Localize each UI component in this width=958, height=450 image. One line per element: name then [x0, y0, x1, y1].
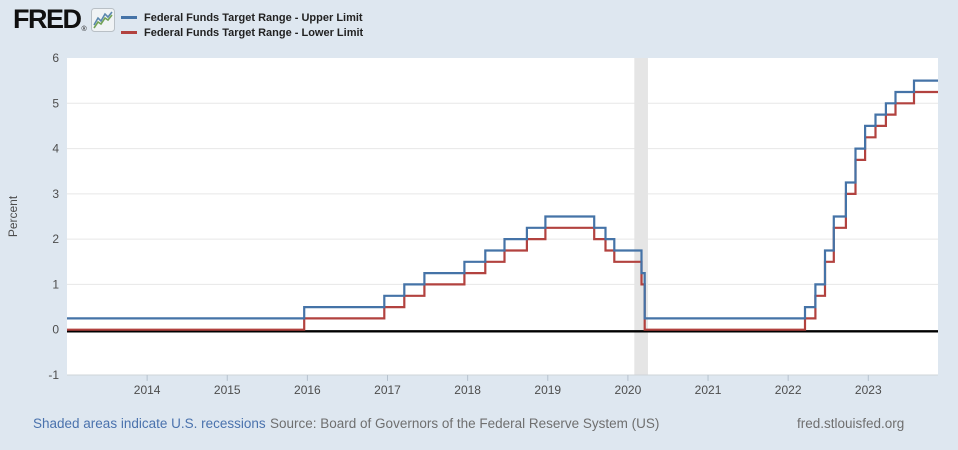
y-axis-label: 0 [52, 323, 59, 337]
sparkline-chart-icon [90, 8, 115, 32]
upper-limit-swatch [121, 16, 137, 19]
chart-legend: Federal Funds Target Range - Upper Limit… [121, 10, 363, 40]
y-axis-label: 3 [52, 187, 59, 201]
upper-limit-label: Federal Funds Target Range - Upper Limit [144, 11, 363, 24]
plot-area [67, 58, 938, 375]
y-axis-label: 5 [52, 96, 59, 110]
x-axis-label: 2018 [454, 383, 481, 397]
recession-note-link[interactable]: Shaded areas indicate U.S. recessions [33, 416, 266, 431]
x-axis-label: 2015 [214, 383, 241, 397]
upper-limit-line [67, 79, 938, 320]
x-axis-label: 2017 [374, 383, 401, 397]
x-axis-label: 2014 [134, 383, 161, 397]
lower-limit-label: Federal Funds Target Range - Lower Limit [144, 26, 364, 39]
registered-mark: ® [81, 26, 87, 33]
y-axis-label: 4 [52, 142, 59, 156]
x-axis-label: 2020 [615, 383, 642, 397]
legend-item-upper-limit: Federal Funds Target Range - Upper Limit [121, 10, 363, 25]
y-axis-label: 2 [52, 232, 59, 246]
fred-site-link[interactable]: fred.stlouisfed.org [797, 416, 905, 431]
x-axis-label: 2021 [695, 383, 722, 397]
x-axis-label: 2016 [294, 383, 321, 397]
source-text: Source: Board of Governors of the Federa… [270, 416, 660, 431]
y-axis-label: 6 [52, 51, 59, 65]
fred-logo[interactable]: FRED ® [13, 6, 115, 33]
x-axis-label: 2019 [534, 383, 561, 397]
recession-band [634, 58, 648, 375]
y-axis-title: Percent [6, 195, 20, 237]
y-axis-label: -1 [48, 368, 59, 382]
x-axis-label: 2023 [855, 383, 882, 397]
fred-logo-text: FRED [13, 4, 82, 34]
y-axis-label: 1 [52, 277, 59, 291]
lower-limit-swatch [121, 31, 137, 34]
legend-item-lower-limit: Federal Funds Target Range - Lower Limit [121, 25, 363, 40]
x-axis-label: 2022 [775, 383, 802, 397]
